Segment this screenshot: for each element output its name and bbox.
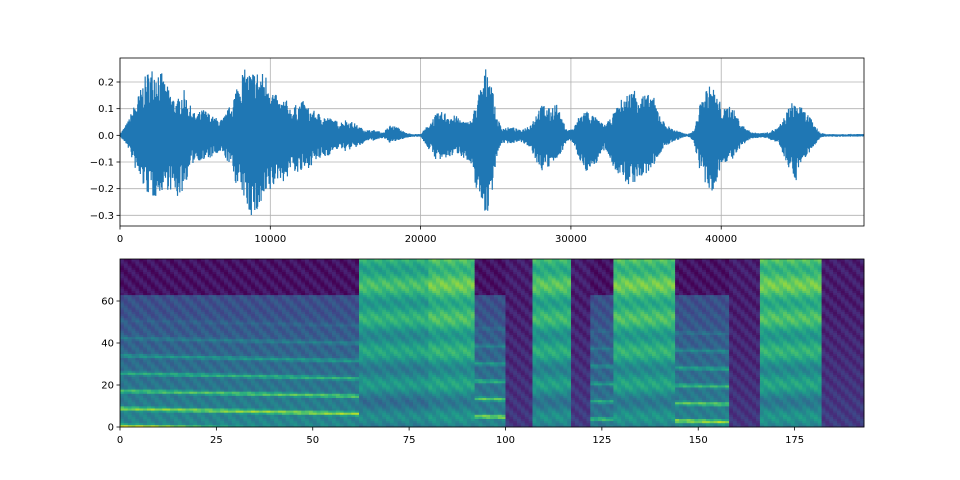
spectrogram-subplot: 0 25 50 75 100 125 150 175 0 20 40 60 (101, 258, 865, 446)
spectrogram-x-tick-label: 100 (496, 435, 515, 446)
waveform-axes-frame (119, 57, 865, 227)
spectrogram-y-tick-label: 60 (101, 297, 114, 308)
spectrogram-heatmap (120, 259, 865, 428)
waveform-y-tick-label: −0.1 (90, 158, 114, 169)
spectrogram-x-tick-label: 125 (592, 435, 611, 446)
waveform-y-tick-label: 0.1 (98, 104, 114, 115)
waveform-y-axis: −0.3 −0.2 −0.1 0.0 0.1 0.2 (90, 78, 120, 222)
waveform-subplot: 0 10000 20000 30000 40000 −0.3 −0.2 −0.1 0.0 0.1… (90, 57, 865, 245)
spectrogram-y-axis: 0 20 40 60 (101, 297, 120, 434)
waveform-x-tick-label: 30000 (555, 234, 587, 245)
waveform-y-tick-label: 0.2 (98, 78, 114, 89)
spectrogram-y-tick-label: 20 (101, 381, 114, 392)
waveform-x-tick-label: 40000 (705, 234, 737, 245)
waveform-x-tick-label: 10000 (254, 234, 286, 245)
waveform-y-tick-label: 0.0 (98, 131, 114, 142)
spectrogram-x-tick-label: 175 (785, 435, 804, 446)
spectrogram-y-tick-label: 40 (101, 339, 114, 350)
waveform-y-tick-label: −0.3 (90, 211, 114, 222)
spectrogram-y-tick-label: 0 (108, 423, 114, 434)
spectrogram-x-tick-label: 25 (210, 435, 223, 446)
spectrogram-x-tick-label: 75 (403, 435, 416, 446)
waveform-x-tick-label: 0 (117, 234, 123, 245)
spectrogram-x-tick-label: 50 (306, 435, 319, 446)
waveform-y-tick-label: −0.2 (90, 184, 114, 195)
spectrogram-x-axis: 0 25 50 75 100 125 150 175 (117, 427, 804, 446)
spectrogram-x-tick-label: 0 (117, 435, 123, 446)
waveform-x-axis: 0 10000 20000 30000 40000 (117, 226, 737, 245)
spectrogram-x-tick-label: 150 (689, 435, 708, 446)
waveform-series (120, 69, 864, 215)
waveform-x-tick-label: 20000 (405, 234, 437, 245)
